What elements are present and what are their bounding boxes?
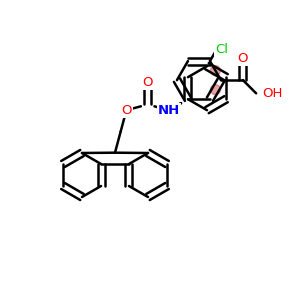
Text: O: O	[142, 76, 153, 89]
Text: Cl: Cl	[215, 43, 229, 56]
Circle shape	[210, 85, 220, 95]
Circle shape	[210, 66, 220, 76]
Text: NH: NH	[158, 104, 180, 117]
Text: O: O	[238, 52, 248, 64]
Text: OH: OH	[262, 87, 283, 100]
Text: O: O	[121, 104, 132, 117]
